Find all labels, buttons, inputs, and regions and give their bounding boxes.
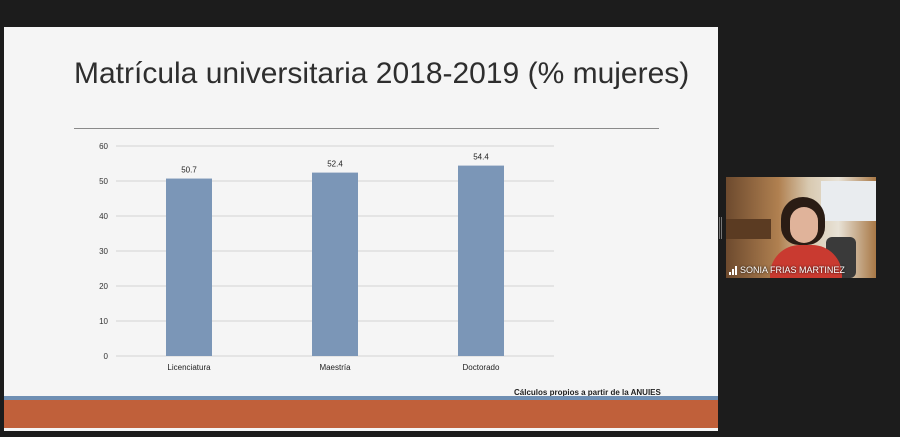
resize-handle[interactable] <box>718 217 723 239</box>
participant-video[interactable]: SONIA FRIAS MARTINEZ <box>726 177 876 278</box>
y-tick-label: 30 <box>99 247 108 256</box>
slide-title: Matrícula universitaria 2018-2019 (% muj… <box>74 57 690 90</box>
source-note: Cálculos propios a partir de la ANUIES <box>514 388 661 397</box>
y-tick-label: 40 <box>99 212 108 221</box>
participant-body <box>770 245 842 278</box>
y-tick-label: 50 <box>99 177 108 186</box>
y-tick-label: 20 <box>99 282 108 291</box>
data-label: 54.4 <box>473 153 489 162</box>
shared-slide: Matrícula universitaria 2018-2019 (% muj… <box>4 27 718 431</box>
x-tick-label: Doctorado <box>463 363 500 372</box>
y-tick-label: 60 <box>99 142 108 151</box>
signal-strength-icon <box>729 266 738 275</box>
footer-stripe <box>4 396 718 400</box>
bar-chart: 0 10 20 30 40 50 60 50.7 Licenciatura 52.4 Maestrí… <box>99 142 554 372</box>
y-tick-label: 10 <box>99 317 108 326</box>
x-tick-label: Licenciatura <box>167 363 211 372</box>
video-window <box>821 181 876 221</box>
participant-face <box>790 207 818 243</box>
x-tick-label: Maestría <box>319 363 351 372</box>
footer-bar <box>4 400 718 428</box>
title-divider <box>74 128 659 129</box>
bar <box>458 165 504 356</box>
y-tick-label: 0 <box>104 352 109 361</box>
bar <box>166 178 212 356</box>
data-label: 52.4 <box>327 160 343 169</box>
data-label: 50.7 <box>181 166 197 175</box>
participant-name: SONIA FRIAS MARTINEZ <box>740 265 845 275</box>
bar <box>312 172 358 356</box>
video-shelf <box>726 219 771 239</box>
